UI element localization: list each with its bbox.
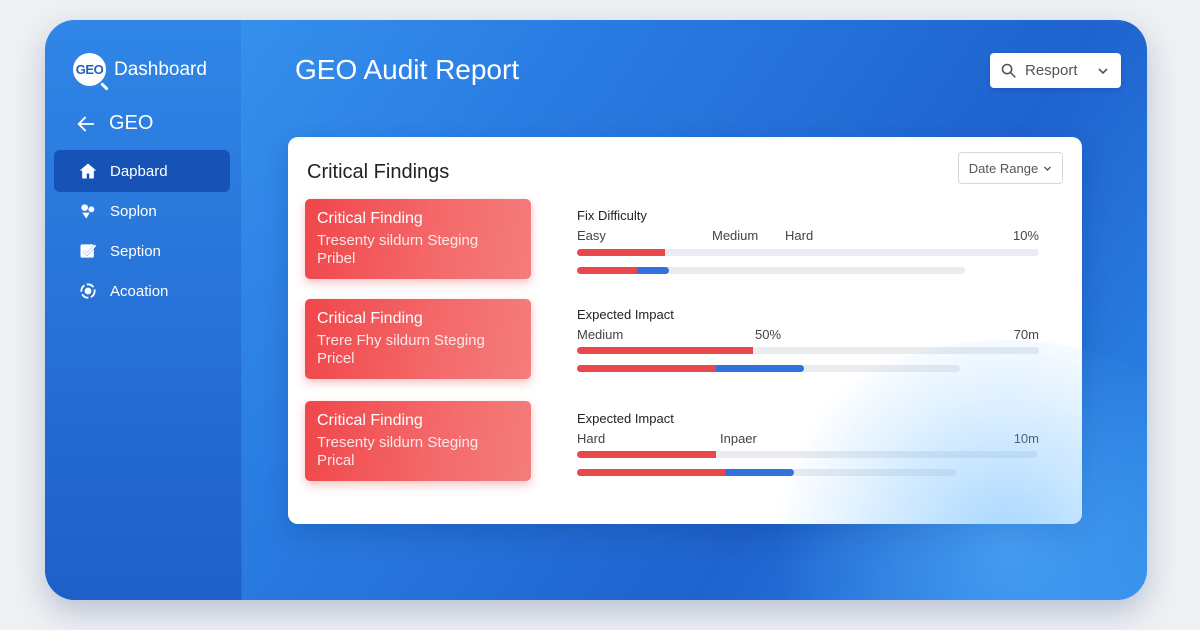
- date-range-label: Date Range: [968, 160, 1039, 176]
- sidebar-item-dashboard[interactable]: Dapbard: [54, 150, 230, 192]
- page-title: GEO Audit Report: [295, 54, 520, 85]
- sidebar-item-label: Dapbard: [110, 162, 168, 180]
- metric-label: Inpaer: [720, 431, 757, 446]
- metric-label: Easy: [577, 228, 606, 243]
- progress-track: [577, 365, 960, 372]
- sidebar: GEO Dashboard GEO Dapbard Soplon: [45, 20, 242, 600]
- sidebar-item-label: Soplon: [110, 202, 157, 220]
- search-icon: [1001, 63, 1016, 78]
- metric-label: Hard: [785, 228, 814, 243]
- metric-labels: Medium 50% 70m: [577, 325, 1039, 343]
- sidebar-item-acoation[interactable]: Acoation: [54, 270, 230, 312]
- metric-value: 10%: [1012, 228, 1039, 243]
- sidebar-item-label: Acoation: [110, 282, 169, 300]
- chevron-down-icon: [1098, 67, 1108, 74]
- metric-label: 50%: [755, 327, 782, 342]
- date-range-select[interactable]: Date Range: [958, 152, 1063, 184]
- progress-track: [577, 347, 1039, 354]
- progress-fill-red: [577, 469, 725, 476]
- brand-label: Dashboard: [114, 58, 207, 80]
- sidebar-item-soplon[interactable]: Soplon: [54, 190, 230, 232]
- progress-fill-blue: [637, 267, 669, 274]
- back-link[interactable]: GEO: [75, 112, 153, 135]
- progress-fill-red: [577, 267, 637, 274]
- metric-fix-difficulty: Fix Difficulty Easy Medium Hard 10%: [577, 208, 1039, 274]
- report-select[interactable]: Resport: [990, 53, 1121, 88]
- progress-fill-blue: [716, 365, 804, 372]
- critical-findings-card: Critical Findings Date Range Critical Fi…: [288, 137, 1082, 524]
- finding-card[interactable]: Critical Finding Tresenty sildurn Stegin…: [305, 199, 531, 279]
- target-icon: [80, 283, 96, 299]
- back-label: GEO: [109, 112, 154, 134]
- chevron-down-icon: [1044, 166, 1052, 171]
- report-select-value: Resport: [1025, 62, 1078, 79]
- metric-labels: Hard Inpaer 10m: [577, 429, 1039, 447]
- metric-label: Hard: [577, 431, 606, 446]
- progress-track: [577, 249, 1039, 256]
- metric-title: Expected Impact: [577, 307, 674, 322]
- metric-label: Medium: [712, 228, 759, 243]
- finding-desc-line: Pricel: [317, 350, 355, 367]
- progress-track: [577, 451, 1037, 458]
- sidebar-nav: Dapbard Soplon Seption Ac: [54, 150, 230, 310]
- finding-desc-line: Tresenty sildurn Steging: [317, 232, 479, 249]
- metric-expected-impact: Expected Impact Medium 50% 70m: [577, 307, 1039, 372]
- home-icon: [79, 163, 97, 179]
- progress-fill-blue: [725, 469, 794, 476]
- puzzle-icon: [81, 204, 95, 219]
- progress-fill: [577, 347, 753, 354]
- checkbox-icon: [80, 244, 97, 258]
- finding-desc-line: Prical: [317, 452, 355, 469]
- progress-track: [577, 267, 965, 274]
- brand[interactable]: GEO Dashboard: [73, 53, 207, 86]
- finding-title: Critical Finding: [317, 310, 423, 327]
- metric-title: Expected Impact: [577, 411, 674, 426]
- metric-value: 10m: [1013, 431, 1039, 446]
- metric-label: Medium: [577, 327, 624, 342]
- sidebar-item-seption[interactable]: Seption: [54, 230, 230, 272]
- arrow-left-icon: [77, 116, 95, 131]
- metric-value: 70m: [1013, 327, 1039, 342]
- progress-fill: [577, 451, 716, 458]
- finding-title: Critical Finding: [317, 412, 423, 429]
- finding-card[interactable]: Critical Finding Tresenty sildurn Stegin…: [305, 401, 531, 481]
- card-title: Critical Findings: [307, 161, 450, 183]
- finding-desc-line: Trere Fhy sildurn Steging: [317, 332, 485, 349]
- app-window: GEO Dashboard GEO Dapbard Soplon: [45, 20, 1147, 600]
- metric-title: Fix Difficulty: [577, 208, 647, 223]
- finding-card[interactable]: Critical Finding Trere Fhy sildurn Stegi…: [305, 299, 531, 379]
- geo-logo-icon: GEO: [73, 53, 106, 86]
- progress-track: [577, 469, 956, 476]
- finding-desc-line: Tresenty sildurn Steging: [317, 434, 479, 451]
- metric-expected-impact: Expected Impact Hard Inpaer 10m: [577, 411, 1039, 476]
- metric-labels: Easy Medium Hard 10%: [577, 226, 1039, 244]
- sidebar-item-label: Seption: [110, 242, 161, 260]
- progress-fill: [577, 249, 665, 256]
- progress-fill-red: [577, 365, 716, 372]
- finding-desc-line: Pribel: [317, 250, 356, 267]
- finding-title: Critical Finding: [317, 210, 423, 227]
